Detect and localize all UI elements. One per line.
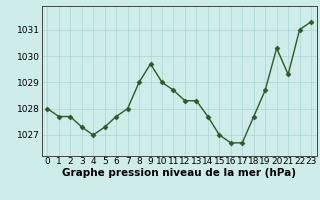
X-axis label: Graphe pression niveau de la mer (hPa): Graphe pression niveau de la mer (hPa) <box>62 168 296 178</box>
